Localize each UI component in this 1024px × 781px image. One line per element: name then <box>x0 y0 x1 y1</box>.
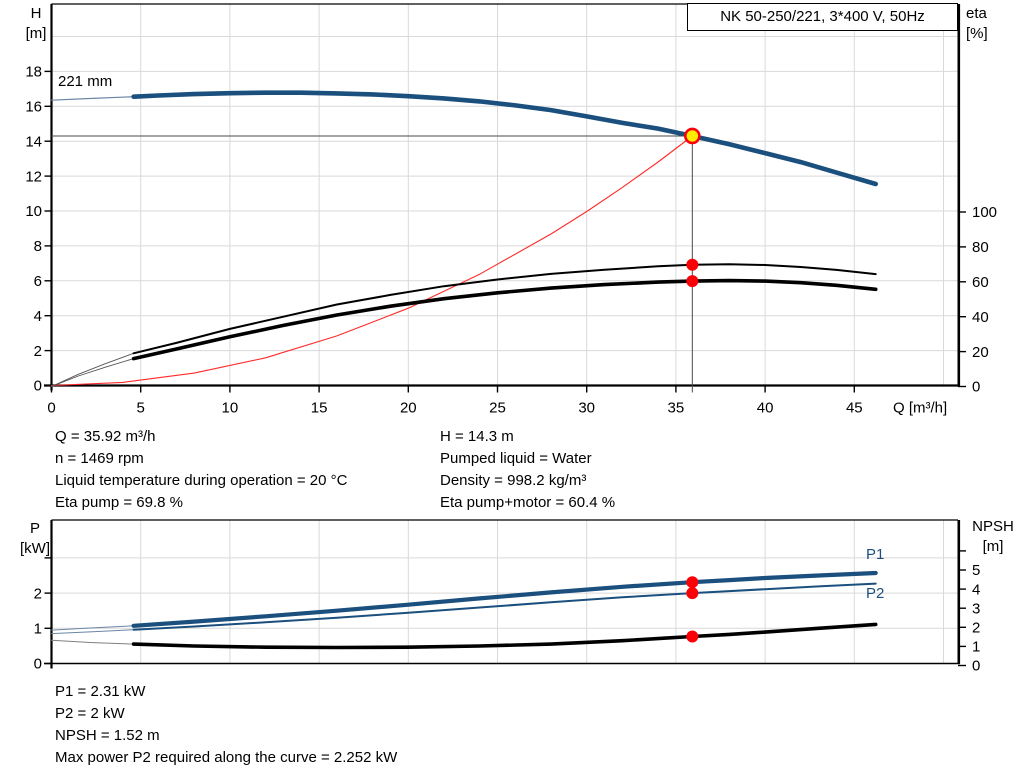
hq-eta-chart-tick-label-left: 14 <box>25 133 42 150</box>
power-npsh-chart-tick-label-right: 2 <box>972 620 980 637</box>
p-axis-title-line2: [kW] <box>20 540 50 557</box>
power-npsh-chart-tick-label-right: 0 <box>972 658 980 675</box>
info-p2: P2 = 2 kW <box>55 705 125 722</box>
npsh-axis-title: NPSH [m] <box>964 517 1022 557</box>
pump-name-plate: NK 50-250/221, 3*400 V, 50Hz <box>687 3 958 31</box>
hq-eta-chart-tick-label-left: 2 <box>34 343 42 360</box>
npsh-point <box>686 630 699 643</box>
eta-pump-point <box>686 258 699 271</box>
p2-curve <box>132 582 877 631</box>
hq-eta-chart-tick-label-right: 60 <box>972 274 989 291</box>
p-axis-title: P [kW] <box>16 519 54 559</box>
p2-lead <box>51 629 135 635</box>
npsh-lead <box>51 639 135 645</box>
npsh-curve <box>131 622 878 650</box>
hq-eta-chart-x-axis-unit-label: Q [m³/h] <box>893 400 947 417</box>
p2-point <box>686 587 699 600</box>
pump-name-plate-text: NK 50-250/221, 3*400 V, 50Hz <box>720 8 925 25</box>
h-axis-title: H [m] <box>19 4 53 44</box>
info-head: H = 14.3 m <box>440 428 514 445</box>
impeller-diameter-label: 221 mm <box>58 73 113 90</box>
hq-eta-chart-tick-label-left: 6 <box>34 273 42 290</box>
hq-eta-chart-tick-label-left: 8 <box>34 238 42 255</box>
power-npsh-chart-tick-label-right: 4 <box>972 581 980 598</box>
eta-pump-lead <box>51 352 135 387</box>
hq-eta-chart-tick-label-left: 12 <box>25 168 42 185</box>
hq-eta-chart-tick-label-x: 35 <box>668 400 685 417</box>
hq-eta-chart-tick-label-left: 10 <box>25 203 42 220</box>
info-flow: Q = 35.92 m³/h <box>55 428 156 445</box>
info-density: Density = 998.2 kg/m³ <box>440 472 587 489</box>
eta-axis-title: eta [%] <box>966 4 1016 44</box>
power-npsh-chart-tick-label-left: 2 <box>34 585 42 602</box>
info-speed: n = 1469 rpm <box>55 450 144 467</box>
eta-pump-motor-curve <box>131 278 878 361</box>
info-p1: P1 = 2.31 kW <box>55 683 146 700</box>
info-eta-pump: Eta pump = 69.8 % <box>55 494 183 511</box>
power-npsh-chart-tick-label-left: 1 <box>34 621 42 638</box>
eta-axis-title-line1: eta <box>966 5 987 22</box>
hq-eta-chart-tick-label-x: 25 <box>489 400 506 417</box>
head-curve <box>131 90 878 187</box>
h-axis-title-line1: H <box>30 5 42 22</box>
hq-eta-chart-tick-label-left: 0 <box>34 378 42 395</box>
info-liquid-temperature: Liquid temperature during operation = 20… <box>55 472 348 489</box>
h-axis-title-line2: [m] <box>25 25 47 42</box>
p1-lead <box>51 625 135 631</box>
p-axis-title-line1: P <box>29 520 40 537</box>
hq-eta-chart-tick-label-x: 30 <box>578 400 595 417</box>
head-curve-lead <box>50 96 135 101</box>
power-npsh-chart-tick-label-right: 1 <box>972 639 980 656</box>
p1-curve <box>131 570 878 628</box>
hq-eta-chart-tick-label-x: 10 <box>222 400 239 417</box>
info-npsh: NPSH = 1.52 m <box>55 727 160 744</box>
power-npsh-chart-tick-label-right: 3 <box>972 600 980 617</box>
hq-eta-chart-tick-label-x: 45 <box>846 400 863 417</box>
eta-pump-motor-point <box>686 275 699 288</box>
hq-eta-chart-tick-label-left: 4 <box>34 308 42 325</box>
eta-pump-curve <box>132 263 877 355</box>
hq-eta-chart-tick-label-x: 15 <box>311 400 328 417</box>
hq-eta-chart-tick-label-left: 18 <box>25 64 42 81</box>
duty-point <box>684 127 701 145</box>
info-pumped-liquid: Pumped liquid = Water <box>440 450 592 467</box>
power-npsh-chart-tick-label-left: 0 <box>34 656 42 673</box>
hq-eta-chart-tick-label-right: 0 <box>972 379 980 396</box>
hq-eta-chart-tick-label-left: 16 <box>25 99 42 116</box>
power-info: P1 = 2.31 kW P2 = 2 kW NPSH = 1.52 m Max… <box>55 681 397 769</box>
hq-eta-chart-tick-label-right: 20 <box>972 344 989 361</box>
p2-curve-label: P2 <box>866 585 885 602</box>
p1-curve-label: P1 <box>866 546 885 563</box>
hq-eta-chart-tick-label-x: 40 <box>757 400 774 417</box>
info-eta-pump-motor: Eta pump+motor = 60.4 % <box>440 494 616 511</box>
hq-eta-chart-tick-label-x: 0 <box>47 400 55 417</box>
system-curve <box>50 135 693 387</box>
eta-pump-motor-lead <box>51 358 135 387</box>
power-npsh-chart-tick-label-right: 5 <box>972 562 980 579</box>
hq-eta-chart-tick-label-x: 5 <box>137 400 145 417</box>
duty-info-left: Q = 35.92 m³/h n = 1469 rpm Liquid tempe… <box>55 426 347 514</box>
npsh-axis-title-line2: [m] <box>982 538 1004 555</box>
hq-eta-chart-tick-label-right: 100 <box>972 204 997 221</box>
info-max-power: Max power P2 required along the curve = … <box>55 749 398 766</box>
eta-axis-title-line2: [%] <box>966 25 988 42</box>
npsh-axis-title-line1: NPSH <box>972 518 1014 535</box>
hq-eta-chart-tick-label-right: 40 <box>972 309 989 326</box>
hq-eta-chart-tick-label-right: 80 <box>972 239 989 256</box>
hq-eta-chart-tick-label-x: 20 <box>400 400 417 417</box>
duty-info-right: H = 14.3 m Pumped liquid = Water Density… <box>440 426 615 514</box>
p1-point <box>686 576 699 589</box>
